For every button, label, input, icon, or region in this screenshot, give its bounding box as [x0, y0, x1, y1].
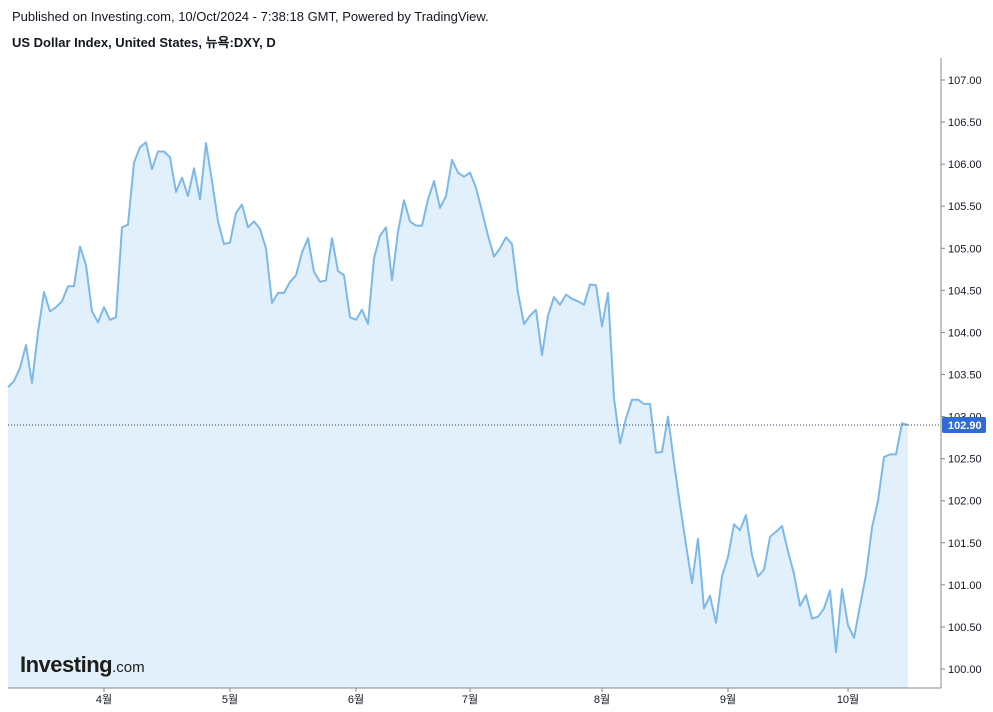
- y-tick-label: 102.50: [948, 454, 982, 466]
- y-tick-label: 103.50: [948, 370, 982, 382]
- x-tick-label: 7월: [462, 693, 478, 706]
- x-axis-ticks: 4월 5월 6월 7월 8월 9월 10월: [96, 688, 859, 706]
- last-price-label: 102.90: [942, 416, 986, 433]
- x-tick-label: 6월: [348, 693, 364, 706]
- logo-main-text: Investing: [20, 652, 113, 677]
- y-tick-label: 101.50: [948, 538, 982, 550]
- last-price-label-text: 102.90: [948, 420, 982, 432]
- y-tick-label: 106.00: [948, 159, 982, 171]
- y-tick-label: 106.50: [948, 117, 982, 129]
- investing-logo: Investing .com: [20, 652, 145, 678]
- last-price-label-bg: [942, 416, 986, 433]
- y-tick-label: 100.50: [948, 622, 982, 634]
- y-tick-label: 102.00: [948, 496, 982, 508]
- published-note: Published on Investing.com, 10/Oct/2024 …: [12, 9, 489, 24]
- series-line: [7, 141, 909, 654]
- y-tick-label: 105.00: [948, 243, 982, 255]
- y-axis-ticks: 107.00 106.50 106.00 105.50 105.00 104.50 104.…: [941, 75, 982, 676]
- x-tick-label: 5월: [222, 693, 238, 706]
- logo-suffix-text: .com: [112, 659, 145, 676]
- chart-title: US Dollar Index, United States, 뉴욕:DXY, …: [12, 35, 276, 50]
- y-tick-label: 107.00: [948, 75, 982, 87]
- x-tick-label: 8월: [594, 693, 610, 706]
- series-area-fill: [8, 142, 908, 689]
- y-tick-label: 101.00: [948, 580, 982, 592]
- chart-header: Published on Investing.com, 10/Oct/2024 …: [12, 9, 489, 51]
- x-tick-label: 9월: [720, 693, 736, 706]
- y-tick-label: 104.50: [948, 285, 982, 297]
- y-tick-label: 104.00: [948, 327, 982, 339]
- y-tick-label: 100.00: [948, 664, 982, 676]
- y-tick-label: 105.50: [948, 201, 982, 213]
- x-tick-label: 10월: [837, 693, 859, 706]
- x-tick-label: 4월: [96, 693, 112, 706]
